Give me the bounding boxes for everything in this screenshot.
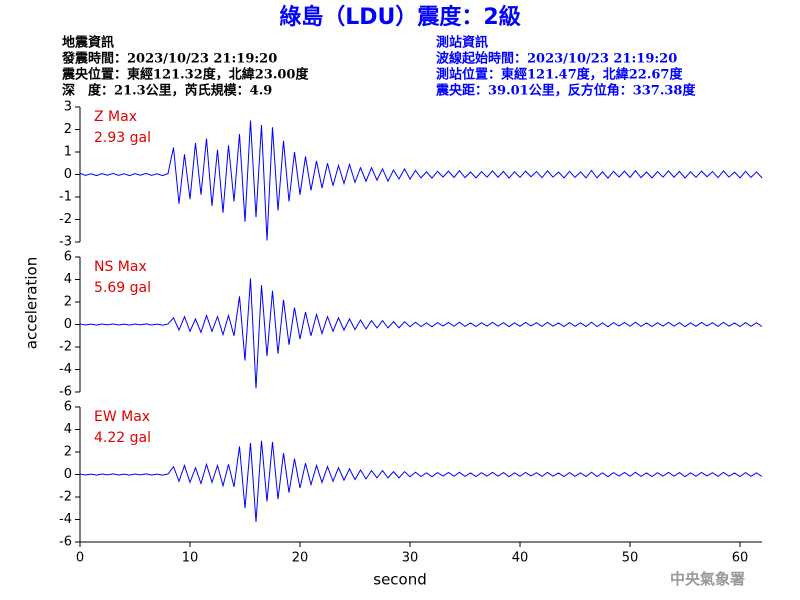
y-tick-label: 0 — [64, 167, 72, 182]
x-tick-label: 20 — [292, 551, 309, 566]
y-tick-label: -2 — [59, 490, 72, 505]
info-left: 地震資訊 — [62, 35, 114, 51]
info-left: 深 度：21.3公里，芮氏規模：4.9 — [62, 83, 272, 99]
y-tick-label: 2 — [64, 445, 72, 460]
y-tick-label: 6 — [64, 400, 72, 415]
y-tick-label: -1 — [59, 190, 72, 205]
x-tick-label: 30 — [402, 551, 419, 566]
y-tick-label: -4 — [59, 512, 72, 527]
footer: 中央氣象署 — [670, 570, 745, 588]
x-axis-label: second — [373, 571, 427, 589]
y-tick-label: -2 — [59, 212, 72, 227]
y-tick-label: -4 — [59, 362, 72, 377]
y-tick-label: -6 — [59, 535, 72, 550]
x-tick-label: 10 — [182, 551, 199, 566]
x-tick-label: 40 — [512, 551, 529, 566]
y-tick-label: 4 — [64, 422, 72, 437]
info-right: 測站位置：東經121.47度，北緯22.67度 — [436, 67, 683, 83]
annotation: NS Max — [94, 259, 147, 275]
waveform — [79, 278, 763, 389]
waveform — [79, 120, 763, 241]
info-right: 震央距：39.01公里，反方位角：337.38度 — [435, 83, 696, 99]
waveform — [79, 440, 763, 523]
y-axis-label: acceleration — [23, 257, 41, 349]
annotation: 2.93 gal — [94, 130, 151, 146]
x-tick-label: 50 — [622, 551, 639, 566]
annotation: Z Max — [94, 109, 137, 125]
annotation: EW Max — [94, 409, 150, 425]
info-left: 震央位置：東經121.32度，北緯23.00度 — [61, 67, 309, 83]
annotation: 5.69 gal — [94, 280, 151, 296]
y-tick-label: -3 — [59, 235, 72, 250]
y-tick-label: 6 — [64, 250, 72, 265]
info-right: 測站資訊 — [436, 35, 488, 51]
info-right: 波線起始時間：2023/10/23 21:19:20 — [436, 51, 677, 67]
x-tick-label: 0 — [76, 551, 84, 566]
x-tick-label: 60 — [732, 551, 749, 566]
y-tick-label: 3 — [64, 100, 72, 115]
y-tick-label: 0 — [64, 317, 72, 332]
y-tick-label: 0 — [64, 467, 72, 482]
y-tick-label: 2 — [64, 122, 72, 137]
annotation: 4.22 gal — [94, 430, 151, 446]
info-left: 發震時間：2023/10/23 21:19:20 — [61, 51, 277, 67]
y-tick-label: -6 — [59, 385, 72, 400]
title: 綠島（LDU）震度：2級 — [279, 4, 520, 30]
y-tick-label: 4 — [64, 272, 72, 287]
y-tick-label: 1 — [64, 145, 72, 160]
y-tick-label: -2 — [59, 340, 72, 355]
y-tick-label: 2 — [64, 295, 72, 310]
